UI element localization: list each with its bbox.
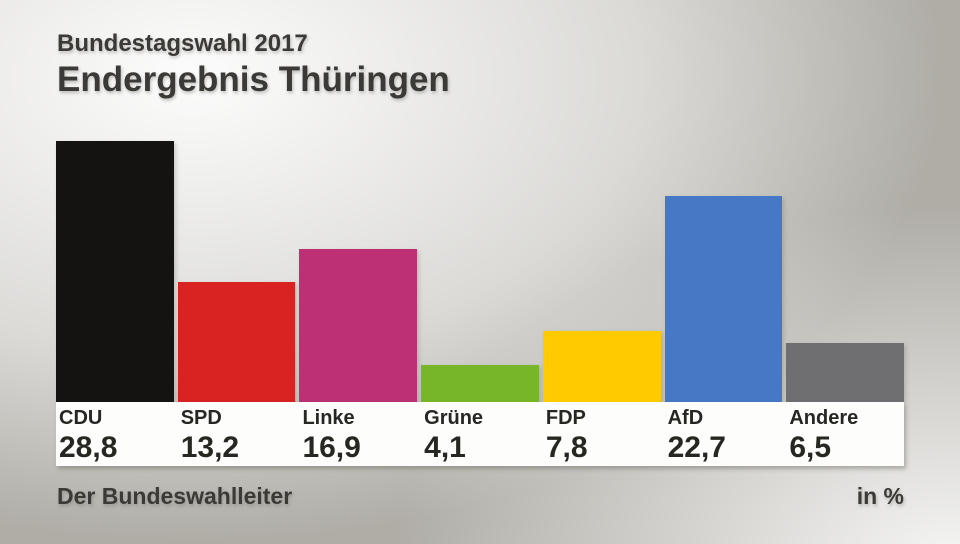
- bar-grüne: [421, 364, 539, 402]
- chart-kicker: Bundestagswahl 2017: [57, 30, 308, 57]
- footer: Der Bundeswahlleiter in %: [57, 483, 904, 510]
- bar-spd: [177, 282, 296, 402]
- party-label-andere: Andere: [789, 407, 859, 429]
- result-cell-fdp: FDP 7,8: [543, 402, 661, 466]
- bar-column-andere: [786, 141, 905, 402]
- party-label-afd: AfD: [667, 407, 704, 429]
- value-band: CDU 28,8 SPD 13,2 Linke 16,9 Grüne 4,1 FDP 7,8 AfD…: [56, 402, 904, 466]
- bar-column-linke: [299, 141, 418, 402]
- party-value-andere: 6,5: [789, 431, 832, 464]
- result-cell-andere: Andere 6,5: [786, 402, 904, 466]
- bar-column-fdp: [542, 141, 661, 402]
- bar-afd: [664, 196, 783, 402]
- result-cell-cdu: CDU 28,8: [56, 402, 174, 466]
- bar-column-cdu: [56, 141, 174, 402]
- party-value-grüne: 4,1: [424, 431, 466, 464]
- bar-fdp: [542, 331, 661, 402]
- result-cell-grüne: Grüne 4,1: [421, 402, 539, 466]
- party-value-cdu: 28,8: [59, 431, 118, 464]
- party-label-fdp: FDP: [545, 407, 586, 429]
- result-cell-spd: SPD 13,2: [178, 402, 296, 466]
- bar-andere: [786, 343, 905, 402]
- bar-column-afd: [664, 141, 783, 402]
- party-label-spd: SPD: [180, 407, 222, 429]
- unit-label: in %: [856, 483, 904, 509]
- party-value-spd: 13,2: [180, 431, 240, 464]
- page-title: Endergebnis Thüringen: [57, 60, 450, 99]
- party-label-cdu: CDU: [59, 407, 103, 429]
- party-value-afd: 22,7: [667, 431, 726, 464]
- party-label-linke: Linke: [302, 407, 355, 429]
- source-label: Der Bundeswahlleiter: [57, 483, 293, 509]
- party-label-grüne: Grüne: [424, 407, 484, 429]
- result-cell-linke: Linke 16,9: [299, 402, 417, 466]
- party-value-fdp: 7,8: [545, 431, 588, 464]
- party-value-linke: 16,9: [302, 431, 361, 464]
- bar-cdu: [56, 141, 174, 402]
- bar-linke: [299, 248, 418, 402]
- bar-column-spd: [177, 141, 296, 402]
- bar-column-grüne: [421, 141, 539, 402]
- result-cell-afd: AfD 22,7: [665, 402, 783, 466]
- bar-chart: [56, 141, 905, 402]
